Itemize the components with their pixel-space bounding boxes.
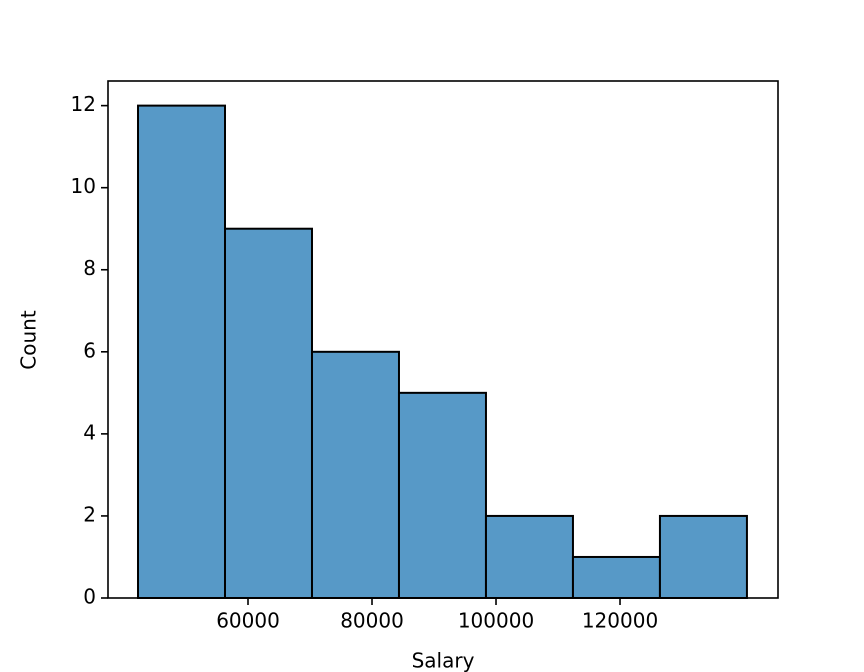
x-tick-label: 60000 [216, 609, 280, 633]
y-tick-label: 12 [71, 92, 96, 116]
y-tick-label: 6 [83, 338, 96, 362]
y-axis-label: Count [17, 310, 41, 370]
bar [223, 227, 313, 599]
y-tick-label: 10 [71, 174, 96, 198]
x-tick-label: 100000 [458, 609, 534, 633]
bar [484, 514, 574, 600]
y-tick-label: 2 [83, 502, 96, 526]
x-tick-label: 80000 [340, 609, 404, 633]
bar [137, 104, 226, 599]
x-tick-label: 120000 [582, 609, 658, 633]
x-axis-label: Salary [412, 649, 475, 672]
plot-frame [107, 80, 779, 599]
bar [397, 391, 487, 600]
y-tick-label: 4 [83, 420, 96, 444]
y-tick-label: 0 [83, 585, 96, 609]
bar [658, 514, 748, 600]
y-tick-label: 8 [83, 256, 96, 280]
bar [310, 350, 400, 599]
bar [571, 555, 661, 600]
